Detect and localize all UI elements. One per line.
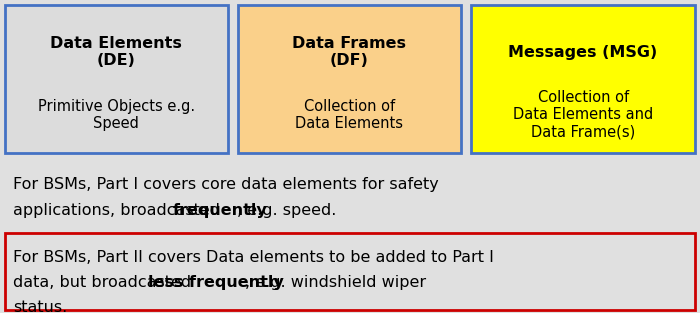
Text: For BSMs, Part I covers core data elements for safety: For BSMs, Part I covers core data elemen… xyxy=(13,177,439,192)
Text: less frequently: less frequently xyxy=(148,275,284,290)
Text: Collection of
Data Elements: Collection of Data Elements xyxy=(295,99,403,131)
Text: , e.g. speed.: , e.g. speed. xyxy=(237,203,336,218)
Text: applications, broadcasted: applications, broadcasted xyxy=(13,203,225,218)
Text: For BSMs, Part II covers Data elements to be added to Part I: For BSMs, Part II covers Data elements t… xyxy=(13,250,494,265)
Text: , e.g. windshield wiper: , e.g. windshield wiper xyxy=(244,275,426,290)
Text: Data Frames
(DF): Data Frames (DF) xyxy=(293,36,406,69)
FancyBboxPatch shape xyxy=(5,5,228,153)
FancyBboxPatch shape xyxy=(5,156,695,230)
Text: Messages (MSG): Messages (MSG) xyxy=(508,45,658,60)
Text: frequently: frequently xyxy=(173,203,267,218)
FancyBboxPatch shape xyxy=(471,5,695,153)
FancyBboxPatch shape xyxy=(5,233,695,310)
Text: Data Elements
(DE): Data Elements (DE) xyxy=(50,36,182,69)
Text: Collection of
Data Elements and
Data Frame(s): Collection of Data Elements and Data Fra… xyxy=(513,90,653,140)
Text: Primitive Objects e.g.
Speed: Primitive Objects e.g. Speed xyxy=(38,99,195,131)
FancyBboxPatch shape xyxy=(238,5,461,153)
Text: status.: status. xyxy=(13,300,67,313)
Text: data, but broadcasted: data, but broadcasted xyxy=(13,275,197,290)
